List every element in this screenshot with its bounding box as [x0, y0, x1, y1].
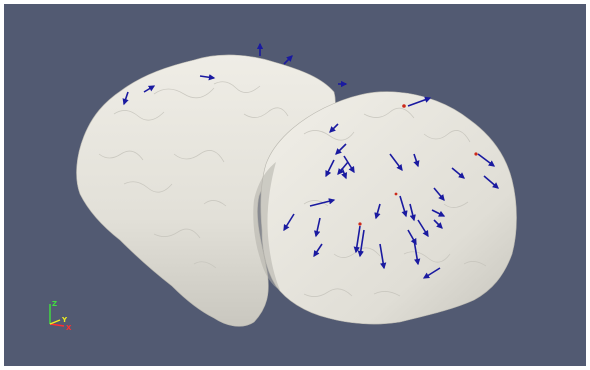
vector-arrow	[309, 198, 336, 207]
vector-arrow	[337, 161, 349, 175]
vector-arrow	[422, 267, 441, 279]
vector-arrow	[409, 203, 416, 222]
vector-arrow	[374, 203, 381, 220]
marker-dot	[474, 152, 478, 156]
vector-arrow	[199, 74, 216, 81]
vector-arrow	[413, 153, 420, 168]
vector-arrow	[483, 175, 499, 189]
vector-arrow	[329, 123, 339, 133]
vector-arrow	[357, 229, 365, 258]
vector-arrow	[335, 143, 347, 155]
vector-arrow	[341, 167, 348, 180]
vector-arrow	[413, 239, 421, 266]
comet-neck-shadow	[253, 162, 280, 290]
vector-arrow	[379, 243, 387, 270]
vector-arrow	[417, 219, 429, 238]
vector-arrow	[451, 167, 465, 179]
y-axis-line	[49, 319, 61, 325]
vector-arrow	[433, 219, 443, 229]
vector-arrow	[283, 55, 293, 65]
vector-arrow	[399, 195, 408, 218]
orientation-axes: Z X Y	[49, 300, 72, 332]
vector-arrow	[343, 155, 355, 174]
vector-arrow	[477, 153, 496, 167]
marker-dot	[394, 192, 398, 196]
vector-glyphs	[122, 42, 499, 279]
vector-arrow	[143, 85, 156, 93]
vector-arrow	[389, 153, 403, 172]
y-axis-label: Y	[61, 316, 68, 324]
z-axis-label: Z	[52, 300, 57, 308]
3d-scene[interactable]: Z X Y	[4, 4, 586, 366]
3d-viewport[interactable]: Z X Y	[4, 4, 586, 366]
vector-arrow	[283, 213, 295, 232]
marker-dot	[402, 104, 406, 108]
vector-arrow	[313, 243, 323, 258]
vector-arrow	[407, 96, 432, 107]
surface-markers	[358, 104, 478, 226]
x-axis-line	[49, 323, 65, 327]
vector-arrow	[431, 209, 446, 217]
vector-arrow	[325, 159, 335, 178]
vector-arrow	[433, 187, 445, 201]
vector-arrow	[313, 217, 321, 238]
comet-head-lobe	[260, 91, 517, 325]
marker-dot	[358, 222, 362, 226]
vector-arrow	[122, 91, 129, 106]
x-axis-label: X	[66, 324, 72, 332]
vector-arrow	[353, 225, 361, 254]
